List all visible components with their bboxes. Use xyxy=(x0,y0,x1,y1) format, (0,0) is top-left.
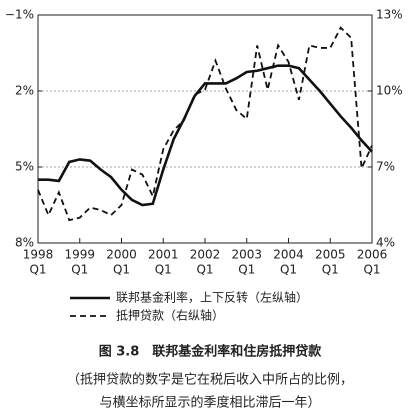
x-tick-label: 1999 xyxy=(64,248,95,262)
x-tick-label: Q1 xyxy=(196,263,213,277)
note: （抵押贷款的数字是它在税后收入中所占的比例， xyxy=(67,372,353,388)
y-tick-label: 8% xyxy=(15,236,34,250)
x-tick-label: Q1 xyxy=(155,263,172,277)
x-tick-label: Q1 xyxy=(238,263,255,277)
y-tick-label: 5% xyxy=(15,160,34,174)
x-tick-label: Q1 xyxy=(113,263,130,277)
x-tick-label: 2004 xyxy=(273,248,304,262)
note: 与横坐标所显示的季度相比滞后一年） xyxy=(99,395,320,411)
x-tick-label: 2000 xyxy=(106,248,137,262)
legend-label: 联邦基金利率，上下反转（左纵轴） xyxy=(116,290,308,305)
plot-frame xyxy=(37,14,373,244)
x-tick-label: 2006 xyxy=(357,248,388,262)
x-tick-label: 2003 xyxy=(231,248,262,262)
x-tick-label: Q1 xyxy=(322,263,339,277)
y-tick-label: −1% xyxy=(5,8,34,22)
x-tick-label: 2001 xyxy=(148,248,179,262)
x-tick-label: 2005 xyxy=(315,248,346,262)
y-tick-label: 2% xyxy=(15,84,34,98)
chart-title: 图 3.8 联邦基金利率和住房抵押贷款 xyxy=(99,344,323,360)
y2-tick-label: 4% xyxy=(376,236,395,250)
legend-label: 抵押贷款（右纵轴） xyxy=(116,308,224,323)
x-tick-label: Q1 xyxy=(363,263,380,277)
x-tick-label: Q1 xyxy=(280,263,297,277)
x-tick-label: Q1 xyxy=(29,263,46,277)
x-tick-label: Q1 xyxy=(71,263,88,277)
series-line xyxy=(38,64,373,207)
x-tick-label: 1998 xyxy=(23,248,54,262)
series-line xyxy=(37,26,373,222)
x-tick-label: 2002 xyxy=(190,248,221,262)
y2-tick-label: 7% xyxy=(376,160,395,174)
y2-tick-label: 10% xyxy=(376,84,403,98)
y2-tick-label: 13% xyxy=(376,8,403,22)
